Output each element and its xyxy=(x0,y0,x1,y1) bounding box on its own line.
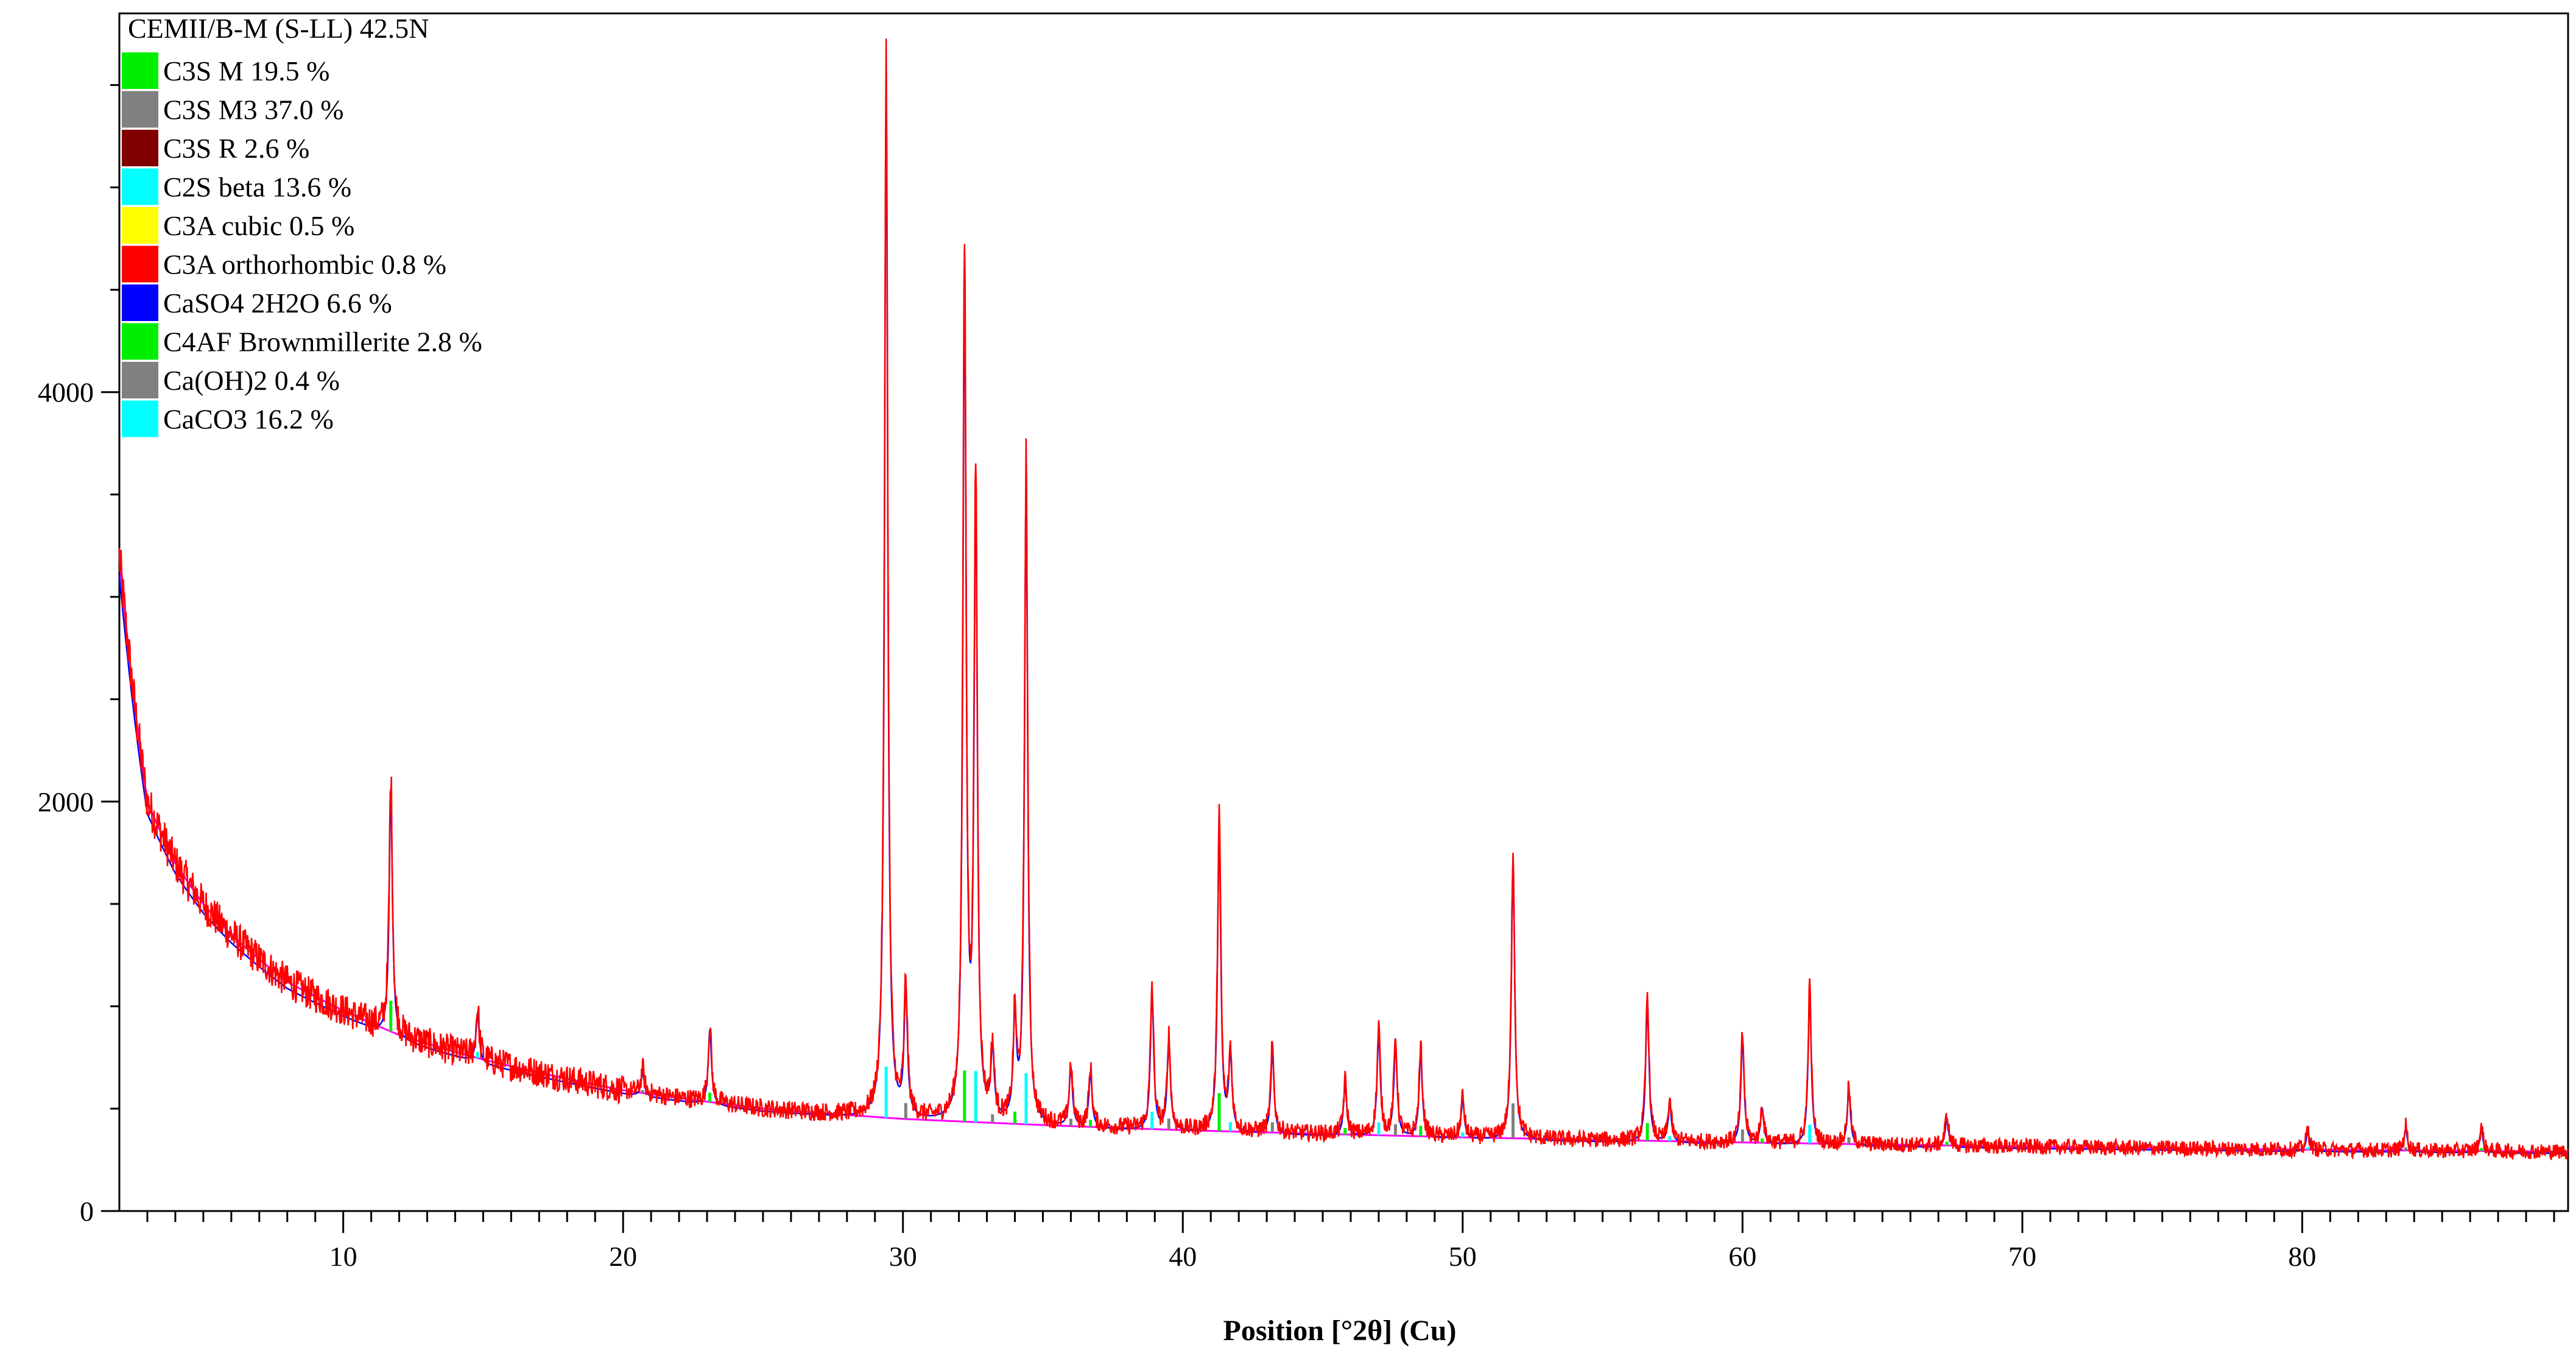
legend-entry: C2S beta 13.6 % xyxy=(163,172,351,203)
y-tick-label: 0 xyxy=(80,1196,94,1227)
legend-swatch xyxy=(122,245,158,283)
legend-entry: CaSO4 2H2O 6.6 % xyxy=(163,288,392,319)
x-tick-label: 20 xyxy=(609,1241,637,1272)
legend-entry: C3A cubic 0.5 % xyxy=(163,210,354,241)
legend-swatch xyxy=(122,130,158,166)
legend-entry: C4AF Brownmillerite 2.8 % xyxy=(163,327,482,358)
y-tick-label: 4000 xyxy=(38,377,94,408)
legend-entry: C3S M3 37.0 % xyxy=(163,94,343,125)
legend-entry: Ca(OH)2 0.4 % xyxy=(163,365,340,396)
plot-frame xyxy=(118,12,2569,1212)
phase-peak-markers xyxy=(389,1000,2483,1151)
legend-swatch xyxy=(122,400,158,437)
legend-entry: C3S R 2.6 % xyxy=(163,133,309,164)
x-tick-label: 50 xyxy=(1449,1241,1477,1272)
x-tick-label: 40 xyxy=(1169,1241,1197,1272)
y-axis-ticks: 0 2000 4000 xyxy=(38,84,119,1227)
legend-swatch xyxy=(122,362,158,398)
legend: CEMII/B-M (S-LL) 42.5N C3S M 19.5 % C3S M… xyxy=(122,13,482,437)
x-axis-ticks: 10 20 30 40 50 60 70 80 xyxy=(146,1211,2555,1272)
legend-swatch xyxy=(122,207,158,244)
legend-swatch xyxy=(122,284,158,321)
legend-swatch xyxy=(122,323,158,360)
x-tick-label: 10 xyxy=(329,1241,357,1272)
x-tick-label: 30 xyxy=(889,1241,917,1272)
legend-swatch xyxy=(122,168,158,205)
x-tick-label: 60 xyxy=(1728,1241,1756,1272)
legend-swatch xyxy=(122,91,158,128)
observed-line xyxy=(118,38,2569,1161)
legend-entry: C3A orthorhombic 0.8 % xyxy=(163,249,446,280)
legend-swatch xyxy=(122,52,158,89)
y-tick-label: 2000 xyxy=(38,786,94,817)
x-tick-label: 70 xyxy=(2008,1241,2036,1272)
legend-entry: C3S M 19.5 % xyxy=(163,55,329,87)
legend-entry: CaCO3 16.2 % xyxy=(163,404,334,435)
x-axis-title: Position [°2θ] (Cu) xyxy=(1223,1315,1457,1347)
chart-title: CEMII/B-M (S-LL) 42.5N xyxy=(128,13,429,44)
observed-pattern xyxy=(118,38,2569,1161)
x-tick-label: 80 xyxy=(2288,1241,2316,1272)
